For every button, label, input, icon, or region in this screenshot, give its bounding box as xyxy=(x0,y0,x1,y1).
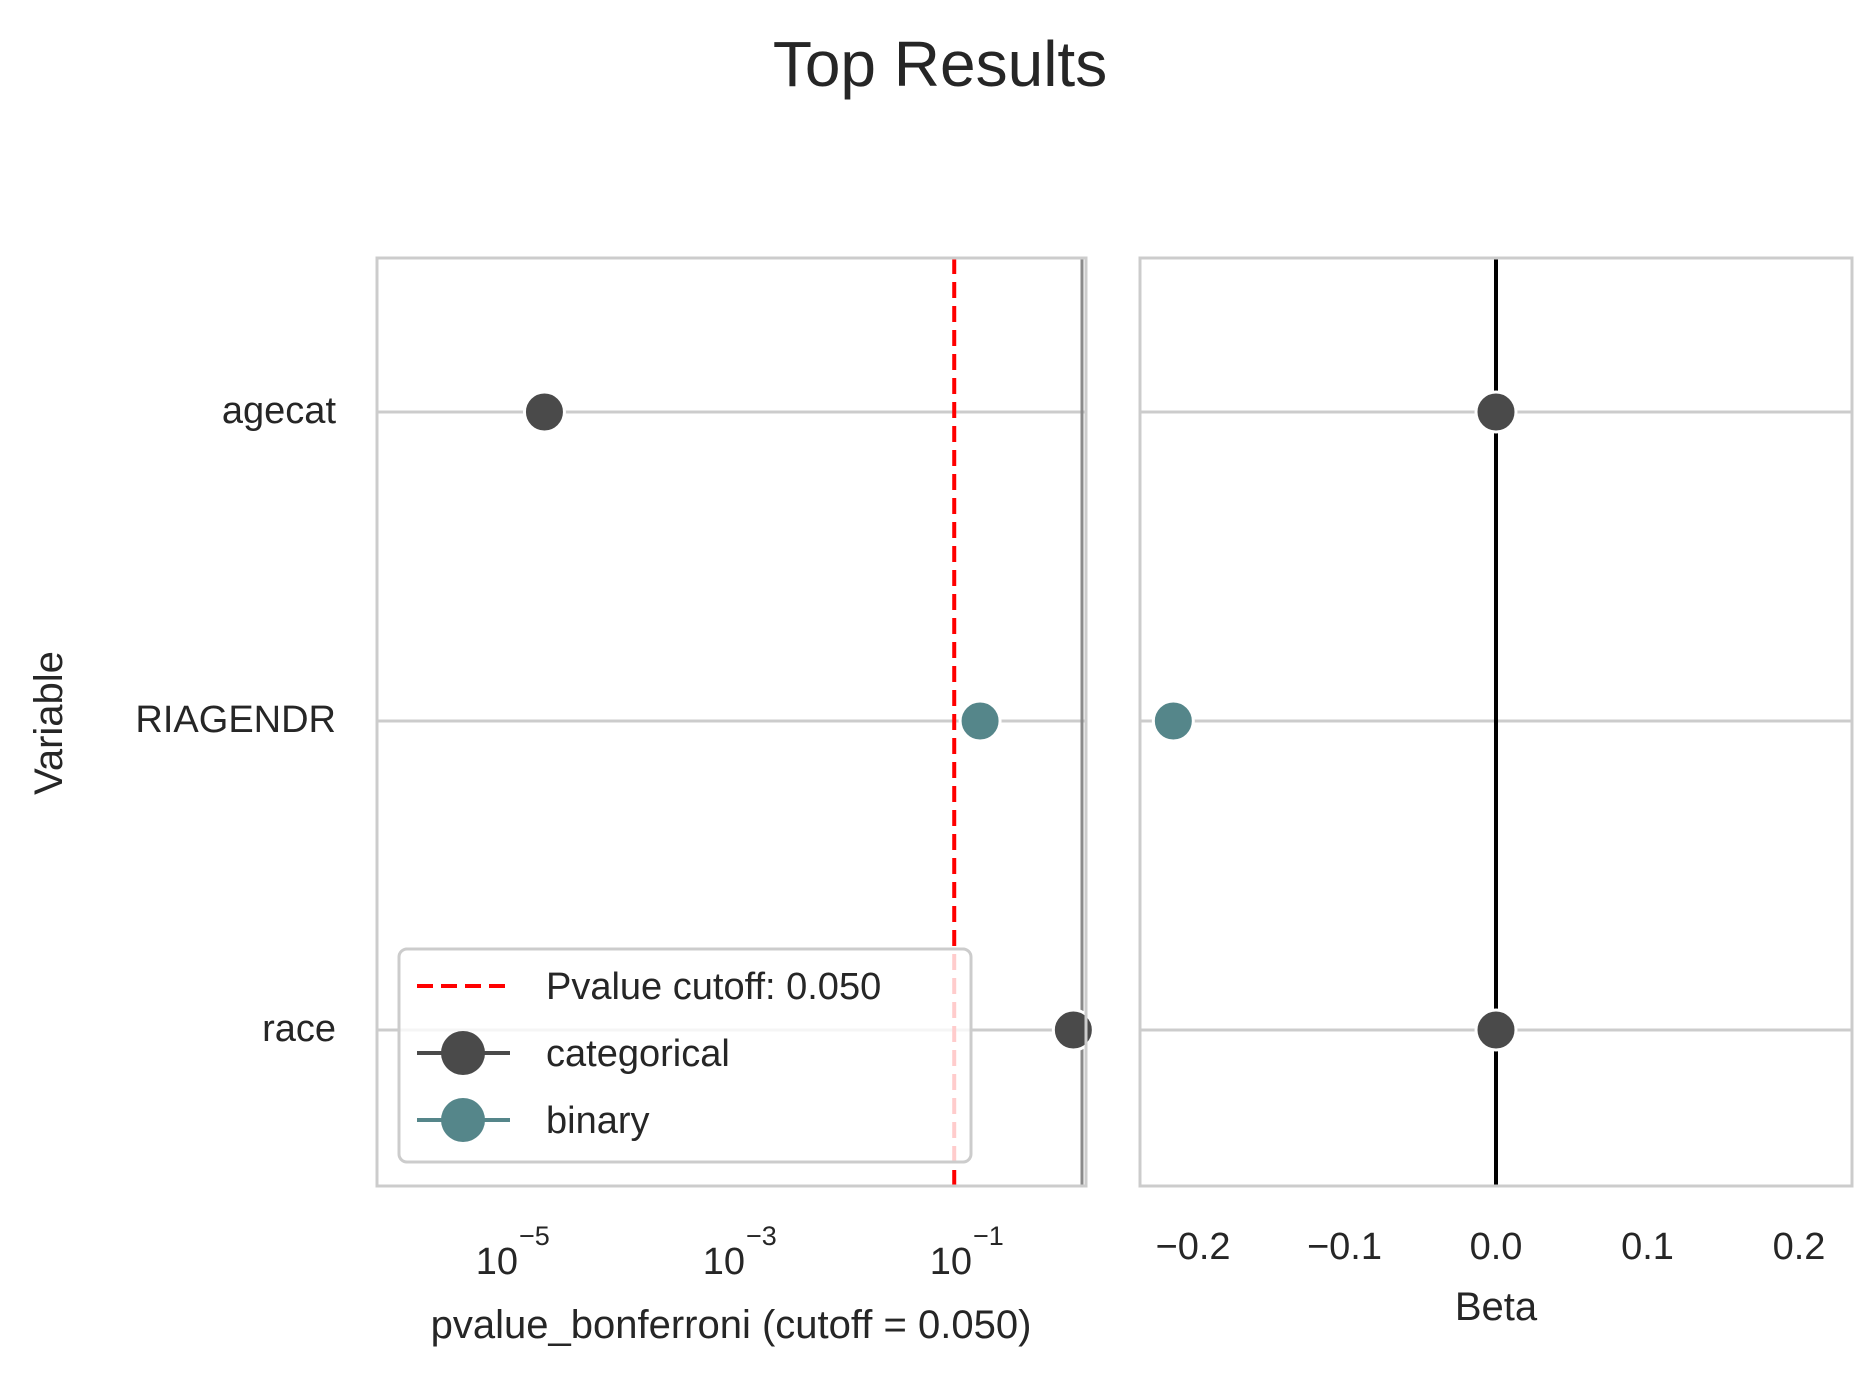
pvalue-point-binary xyxy=(958,699,1002,743)
pvalue-point-categorical xyxy=(1051,1008,1095,1052)
beta-point-binary xyxy=(1151,699,1195,743)
pvalue-panel-frame xyxy=(375,256,1088,1188)
tick-exponent: −1 xyxy=(973,1221,1004,1251)
beta-tick-label: −0.2 xyxy=(1156,1226,1231,1268)
tick-exponent: −5 xyxy=(519,1221,550,1251)
pvalue-axis-label: pvalue_bonferroni (cutoff = 0.050) xyxy=(431,1303,1032,1347)
tick-base: 10 xyxy=(930,1241,972,1283)
pvalue-panel: agecat RIAGENDR race 10 −5 10 −3 10 −1 p… xyxy=(135,256,1095,1347)
y-axis-label: Variable xyxy=(27,651,71,795)
chart-title: Top Results xyxy=(773,28,1107,100)
beta-panel-frame xyxy=(1138,256,1854,1188)
beta-axis-label: Beta xyxy=(1455,1285,1538,1329)
beta-tick-label: −0.1 xyxy=(1307,1226,1382,1268)
y-tick-label: race xyxy=(262,1008,336,1050)
beta-panel: −0.2 −0.1 0.0 0.1 0.2 Beta xyxy=(1138,256,1854,1329)
beta-points xyxy=(1151,390,1518,1052)
beta-tick-label: 0.0 xyxy=(1470,1226,1523,1268)
legend-binary-swatch-marker xyxy=(441,1098,485,1142)
legend-binary-label: binary xyxy=(546,1100,650,1142)
pvalue-tick-label: 10 −5 xyxy=(476,1221,550,1283)
beta-tick-label: 0.1 xyxy=(1621,1226,1674,1268)
beta-point-categorical xyxy=(1474,1008,1518,1052)
legend-cutoff-label: Pvalue cutoff: 0.050 xyxy=(546,966,881,1008)
tick-base: 10 xyxy=(476,1241,518,1283)
tick-exponent: −3 xyxy=(746,1221,777,1251)
beta-point-categorical xyxy=(1474,390,1518,434)
y-tick-label: RIAGENDR xyxy=(135,699,336,741)
legend-frame xyxy=(397,947,973,1164)
legend-categorical-label: categorical xyxy=(546,1033,730,1075)
beta-tick-label: 0.2 xyxy=(1773,1226,1826,1268)
legend-categorical-swatch-marker xyxy=(441,1031,485,1075)
pvalue-points xyxy=(522,390,1095,1052)
tick-base: 10 xyxy=(703,1241,745,1283)
pvalue-tick-label: 10 −3 xyxy=(703,1221,777,1283)
pvalue-tick-label: 10 −1 xyxy=(930,1221,1004,1283)
y-tick-label: agecat xyxy=(222,390,337,432)
legend: Pvalue cutoff: 0.050 categorical binary xyxy=(397,947,973,1164)
pvalue-point-categorical xyxy=(522,390,566,434)
